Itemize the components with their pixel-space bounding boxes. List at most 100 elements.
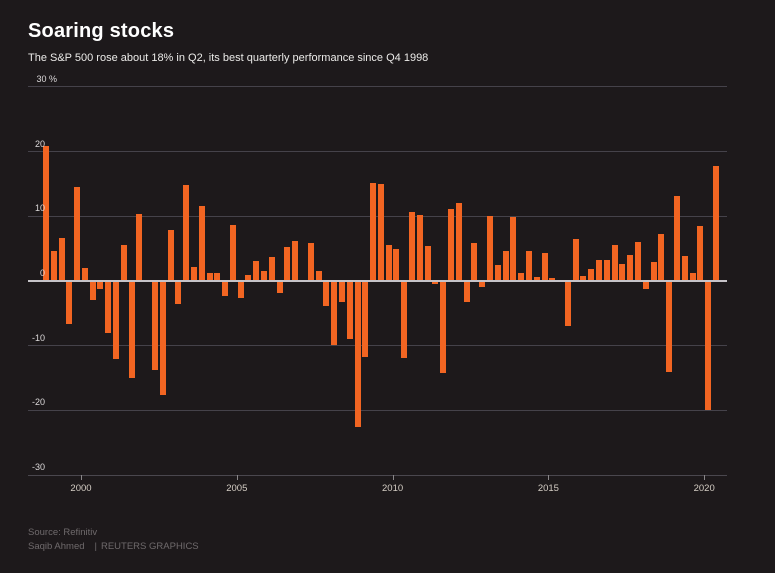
y-gridline--30	[28, 474, 727, 476]
bar-2011-Q3	[440, 281, 447, 374]
bar-2012-Q4	[479, 281, 486, 288]
y-gridline-30	[28, 86, 727, 88]
bar-2017-Q3	[627, 255, 634, 281]
bar-2012-Q1	[455, 203, 462, 281]
bar-2001-Q3	[128, 281, 135, 378]
source-line: Source: Refinitiv	[28, 527, 97, 538]
bar-1999-Q1	[50, 251, 57, 281]
bar-2005-Q2	[245, 275, 252, 281]
bar-2013-Q3	[502, 250, 509, 281]
chart-subtitle: The S&P 500 rose about 18% in Q2, its be…	[28, 52, 429, 64]
y-axis-label-30: 30 %	[36, 73, 57, 84]
bar-2008-Q2	[338, 281, 345, 302]
x-axis-label-2005: 2005	[226, 483, 248, 494]
bar-1999-Q4	[74, 187, 81, 281]
bar-2003-Q1	[175, 281, 182, 305]
bar-2004-Q2	[214, 272, 221, 281]
bar-2003-Q2	[183, 184, 190, 281]
bar-2006-Q4	[292, 240, 299, 281]
bar-2009-Q4	[385, 245, 392, 281]
y-axis-label--20: -20	[31, 397, 45, 408]
bar-2010-Q1	[393, 249, 400, 281]
bar-2003-Q4	[198, 205, 205, 281]
bar-2014-Q2	[525, 250, 532, 281]
x-axis-label-2020: 2020	[693, 483, 715, 494]
bar-2014-Q4	[541, 252, 548, 281]
byline-line: Saqib Ahmed | REUTERS GRAPHICS	[28, 541, 199, 552]
bar-2010-Q2	[401, 281, 408, 358]
bar-2003-Q3	[190, 266, 197, 281]
bar-2016-Q3	[596, 259, 603, 281]
bar-2001-Q4	[136, 214, 143, 281]
bar-2010-Q3	[409, 211, 416, 281]
bar-2004-Q3	[222, 281, 229, 296]
bar-2004-Q4	[229, 224, 236, 281]
bar-2018-Q4	[666, 281, 673, 372]
bar-2018-Q2	[650, 262, 657, 281]
bar-2016-Q2	[588, 268, 595, 281]
bar-2019-Q3	[689, 273, 696, 281]
y-gridline-20	[28, 151, 727, 153]
bar-2010-Q4	[416, 215, 423, 281]
bar-2007-Q4	[323, 281, 330, 306]
bar-2002-Q2	[152, 281, 158, 370]
bar-2001-Q1	[113, 281, 120, 360]
bar-2007-Q3	[315, 270, 322, 281]
bar-2013-Q4	[510, 216, 517, 281]
bar-2000-Q2	[89, 281, 96, 300]
bar-2019-Q1	[673, 196, 680, 281]
bar-2019-Q4	[697, 226, 704, 281]
x-axis-label-2000: 2000	[70, 483, 92, 494]
bar-2016-Q1	[580, 275, 587, 281]
bar-2013-Q2	[494, 265, 501, 281]
y-axis-label--30: -30	[31, 462, 45, 472]
bar-2012-Q2	[463, 281, 470, 303]
y-axis-label-0: 0	[39, 268, 45, 278]
byline-text: Saqib Ahmed	[28, 541, 85, 552]
source-text: Source: Refinitiv	[28, 527, 98, 538]
bar-2001-Q2	[120, 245, 127, 281]
bar-2004-Q1	[206, 272, 213, 281]
bar-2020-Q2	[712, 165, 719, 281]
bar-2015-Q1	[549, 278, 556, 281]
brand-text: REUTERS GRAPHICS	[100, 541, 199, 552]
bar-2000-Q3	[97, 281, 104, 289]
bar-2008-Q3	[346, 281, 353, 340]
bar-2007-Q2	[307, 243, 314, 281]
y-gridline--20	[28, 409, 727, 411]
x-tick-2015	[548, 475, 550, 480]
bar-2011-Q2	[432, 281, 439, 284]
bar-2017-Q2	[619, 264, 626, 281]
bar-2018-Q1	[642, 281, 649, 289]
bar-2013-Q1	[486, 216, 493, 281]
bar-2015-Q3	[564, 281, 571, 326]
bar-2019-Q2	[681, 256, 688, 281]
x-tick-2010	[392, 475, 394, 480]
zero-line	[28, 280, 727, 282]
bar-2006-Q2	[276, 281, 283, 294]
bar-2000-Q1	[81, 268, 88, 281]
bar-2005-Q1	[237, 281, 244, 298]
bar-2018-Q3	[658, 234, 665, 281]
bar-2009-Q3	[377, 183, 384, 281]
y-axis-label-20: 20	[34, 138, 45, 149]
bar-2005-Q3	[253, 260, 260, 281]
bar-2008-Q4	[354, 281, 361, 428]
x-tick-2005	[236, 475, 238, 480]
bar-2014-Q3	[533, 277, 540, 281]
x-axis-label-2010: 2010	[382, 483, 404, 494]
bar-1998-Q4	[42, 145, 49, 281]
bar-2009-Q1	[362, 281, 369, 357]
y-gridline--10	[28, 345, 727, 347]
x-tick-2020	[704, 475, 706, 480]
bar-2014-Q1	[518, 272, 525, 281]
bar-2005-Q4	[261, 270, 268, 281]
bar-2011-Q4	[448, 208, 455, 281]
bar-2008-Q1	[331, 281, 338, 346]
bar-2006-Q1	[268, 257, 275, 281]
bar-1999-Q2	[58, 237, 65, 281]
bar-2002-Q4	[167, 229, 174, 281]
y-axis-label-10: 10	[34, 203, 45, 214]
y-axis-label--10: -10	[31, 332, 45, 343]
